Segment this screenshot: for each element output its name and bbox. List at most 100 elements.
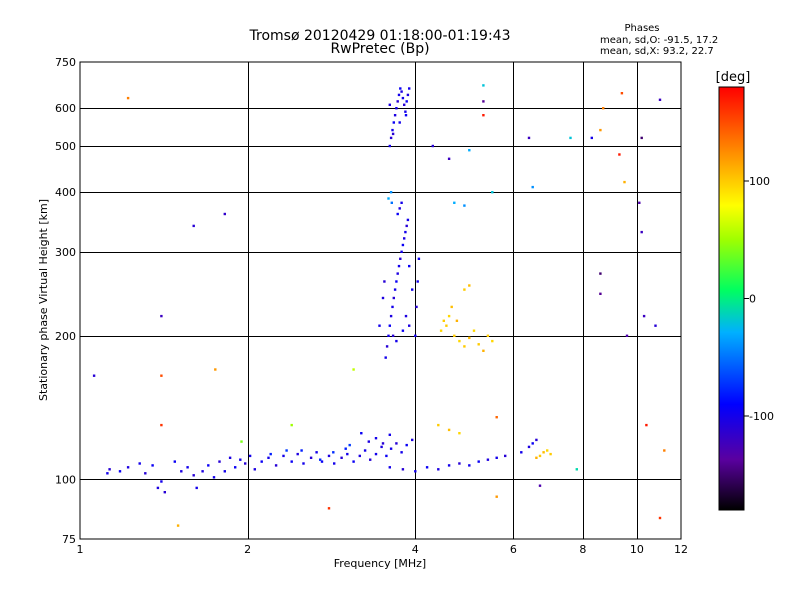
data-point [333, 462, 336, 465]
data-point [315, 451, 318, 454]
data-point [549, 452, 552, 456]
data-point [180, 470, 183, 473]
data-point [491, 339, 494, 343]
colorbar-ticks: 100 0 -100 [744, 175, 774, 423]
data-point [439, 329, 443, 332]
y-tick-label: 75 [62, 533, 76, 546]
data-point [599, 292, 602, 295]
data-point [163, 491, 166, 494]
data-point [302, 462, 305, 465]
data-point [416, 280, 419, 283]
data-point [391, 334, 395, 337]
data-point [495, 456, 498, 459]
data-point [352, 368, 355, 371]
data-point [218, 460, 221, 463]
data-point [346, 452, 349, 456]
data-point [468, 464, 471, 467]
data-point [186, 466, 189, 469]
colorbar-label: [deg] [716, 70, 751, 85]
data-point [458, 339, 461, 343]
data-point [408, 264, 411, 268]
data-point [468, 149, 471, 152]
data-point [248, 454, 252, 458]
data-point [491, 191, 494, 194]
data-point [620, 92, 624, 95]
data-point [392, 296, 395, 300]
data-point [546, 449, 549, 452]
y-tick-label: 500 [55, 140, 76, 153]
data-point [405, 443, 408, 447]
data-point [455, 319, 459, 322]
data-point [389, 314, 393, 318]
data-point [358, 454, 361, 458]
data-point [391, 128, 394, 132]
data-point [535, 456, 538, 459]
x-tick-label: 2 [244, 543, 251, 556]
data-point [388, 324, 391, 327]
data-point [156, 486, 160, 490]
data-point [385, 345, 389, 348]
data-point [640, 136, 643, 140]
data-point [406, 218, 410, 222]
data-point [389, 447, 393, 450]
data-point [495, 495, 498, 498]
data-point [192, 474, 195, 477]
colorbar-tick-label: -100 [749, 410, 774, 423]
data-point [399, 87, 402, 90]
data-point [228, 456, 232, 459]
data-point [468, 336, 471, 340]
data-point [108, 468, 111, 471]
data-point [408, 324, 411, 327]
x-tick-label: 6 [510, 543, 517, 556]
data-point [396, 100, 399, 103]
data-point [442, 319, 445, 322]
data-point [404, 314, 408, 318]
data-point [590, 136, 593, 140]
data-point [267, 456, 270, 459]
chart-subtitle: RwPretec (Bp) [330, 41, 429, 57]
data-point [388, 103, 391, 106]
data-point [398, 207, 401, 210]
data-point [160, 423, 163, 427]
data-point [395, 339, 398, 343]
data-point [477, 460, 480, 463]
data-point [239, 458, 242, 461]
data-point [477, 343, 480, 346]
data-point [408, 87, 411, 90]
data-point [332, 451, 335, 454]
data-point [391, 305, 394, 309]
data-point [381, 442, 385, 445]
data-point [392, 121, 395, 124]
y-tick-label: 200 [55, 330, 76, 343]
data-point [396, 212, 399, 216]
data-point [447, 314, 451, 318]
data-point [92, 374, 96, 377]
y-axis-label: Stationary phase Virtual Height [km] [37, 199, 50, 401]
data-point [260, 460, 263, 463]
data-point [400, 451, 403, 454]
data-point [207, 464, 210, 467]
data-point [363, 449, 367, 452]
data-point [414, 470, 417, 473]
data-point [411, 288, 414, 291]
data-point [383, 280, 386, 283]
data-point [623, 180, 626, 184]
data-point [654, 324, 657, 327]
data-point [327, 507, 331, 510]
data-point [223, 470, 226, 473]
data-point [527, 136, 531, 140]
data-point [463, 345, 466, 348]
data-point [344, 447, 347, 450]
data-point [195, 486, 198, 490]
data-point [425, 466, 429, 469]
data-point [290, 460, 293, 463]
data-point [453, 201, 456, 204]
chart-title: Tromsø 20120429 01:18:00-01:19:43 [249, 28, 511, 44]
data-point [327, 454, 331, 458]
data-point [401, 329, 405, 332]
x-tick-label: 1 [77, 543, 84, 556]
colorbar [718, 86, 745, 511]
data-point [151, 464, 154, 467]
data-point [390, 201, 393, 204]
